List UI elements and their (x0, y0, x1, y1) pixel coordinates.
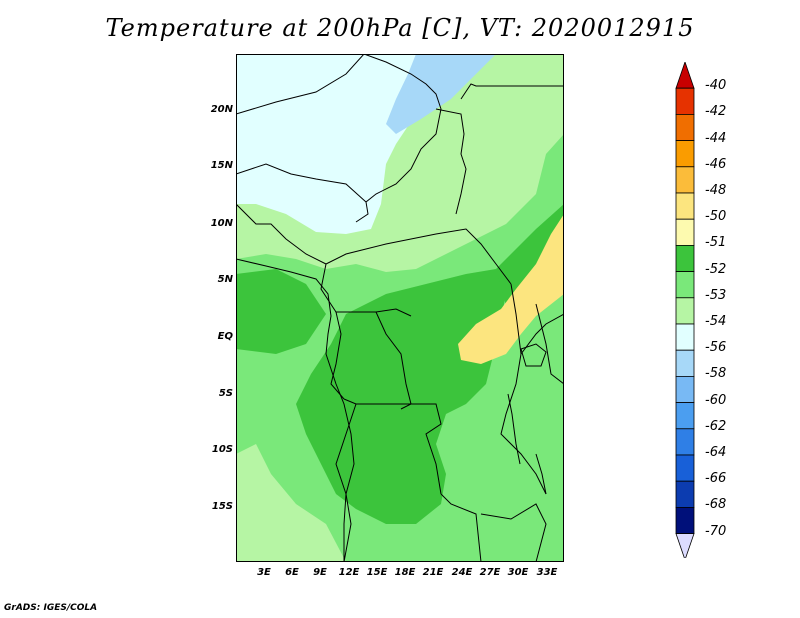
colorbar-top-triangle (675, 62, 695, 89)
lon-label-18e: 18E (394, 567, 416, 578)
map-frame (236, 54, 564, 562)
colorbar-segment (675, 140, 695, 168)
colorbar-label: -68 (705, 497, 727, 513)
colorbar-bottom-triangle (675, 533, 695, 558)
colorbar-segment (675, 271, 695, 299)
colorbar-label: -52 (705, 261, 727, 277)
lake-victoria (520, 343, 547, 367)
colorbar-label: -44 (705, 130, 727, 146)
colorbar-segment (675, 480, 695, 508)
chart-title: Temperature at 200hPa [C], VT: 202001291… (105, 14, 695, 42)
colorbar-segment (675, 349, 695, 377)
colorbar-segment (675, 192, 695, 220)
colorbar-label: -66 (705, 471, 727, 487)
colorbar-label: -54 (705, 314, 727, 329)
colorbar-segment (675, 454, 695, 482)
temperature-map (236, 54, 564, 562)
lake-tanganyika (507, 393, 521, 465)
lat-label-5n: 5N (217, 274, 233, 285)
field-m58-north (386, 54, 496, 134)
lon-label-15e: 15E (366, 567, 388, 578)
colorbar-label: -70 (705, 523, 727, 539)
colorbar-segment (675, 114, 695, 142)
lon-label-27e: 27E (479, 567, 501, 578)
lon-label-12e: 12E (338, 567, 360, 578)
lat-label-10s: 10S (211, 444, 233, 455)
colorbar-label: -46 (705, 156, 727, 172)
lon-label-33e: 33E (536, 567, 558, 578)
colorbar-label: -40 (705, 78, 727, 94)
colorbar-segment (675, 375, 695, 403)
colorbar-label: -48 (705, 183, 727, 198)
colorbar-segment (675, 323, 695, 351)
colorbar-label: -64 (705, 445, 727, 460)
lon-label-9e: 9E (313, 567, 327, 578)
field-m52-west (236, 269, 326, 354)
colorbar (675, 62, 695, 558)
colorbar-label: -50 (705, 209, 727, 225)
colorbar-segment (675, 218, 695, 246)
lon-label-24e: 24E (451, 567, 473, 578)
field-m51-east (458, 214, 564, 364)
lat-label-10n: 10N (210, 218, 233, 229)
colorbar-label: -53 (705, 287, 727, 303)
lat-label-20n: 20N (210, 104, 233, 115)
colorbar-segment (675, 428, 695, 456)
lake-malawi (535, 453, 547, 495)
lon-label-30e: 30E (507, 567, 529, 578)
colorbar-label: -60 (705, 392, 727, 408)
coastline (236, 258, 355, 562)
field-m52-central (296, 269, 506, 524)
colorbar-segment (675, 402, 695, 430)
lat-label-15s: 15S (211, 501, 233, 512)
colorbar-segment (675, 297, 695, 325)
colorbar-label: -51 (705, 235, 727, 251)
colorbar-label: -56 (705, 340, 727, 356)
lon-label-6e: 6E (285, 567, 299, 578)
colorbar-segment (675, 87, 695, 115)
country-borders (236, 54, 564, 562)
lat-label-5s: 5S (218, 388, 233, 399)
lat-label-15n: 15N (210, 160, 233, 171)
colorbar-label: -62 (705, 418, 727, 434)
field-m54-southwest (236, 444, 346, 562)
colorbar-segment (675, 166, 695, 194)
colorbar-segment (675, 506, 695, 534)
lon-label-3e: 3E (257, 567, 271, 578)
grads-credit: GrADS: IGES/COLA (4, 603, 98, 613)
lon-label-21e: 21E (422, 567, 444, 578)
lat-label-eq: EQ (217, 331, 233, 342)
colorbar-label: -42 (705, 104, 727, 120)
colorbar-segment (675, 244, 695, 272)
colorbar-label: -58 (705, 366, 727, 382)
